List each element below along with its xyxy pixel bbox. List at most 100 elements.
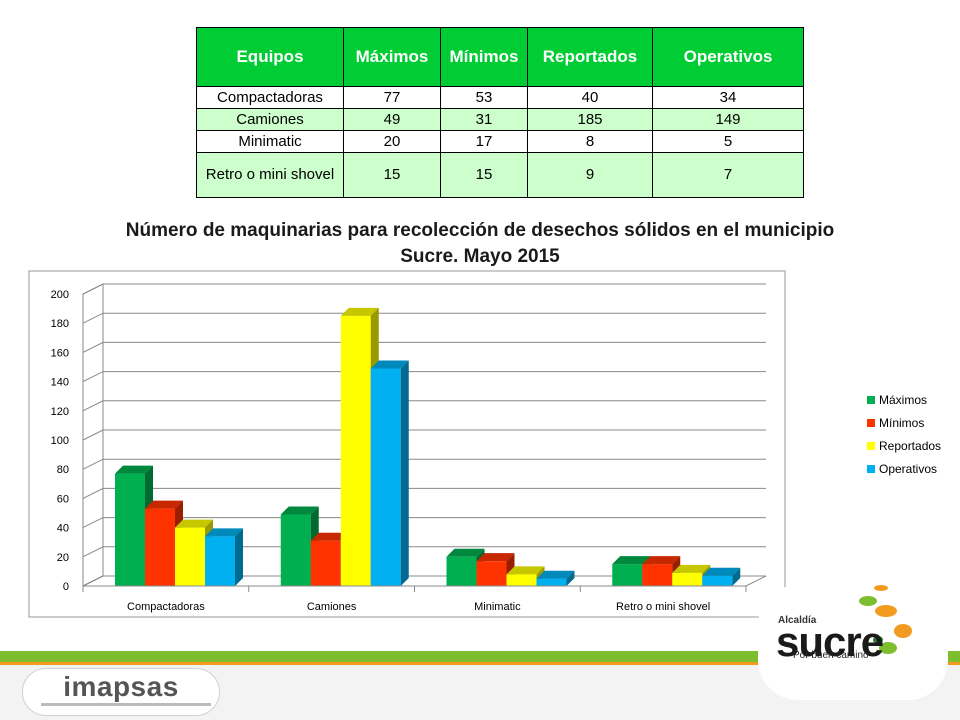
table-row: Compactadoras 77 53 40 34 — [196, 86, 804, 109]
table-header-row: Equipos Máximos Mínimos Reportados Opera… — [196, 27, 804, 87]
table-cell: 77 — [343, 86, 441, 109]
table-cell: Compactadoras — [196, 86, 344, 109]
legend-label: Máximos — [879, 392, 928, 407]
bar-top — [280, 506, 319, 515]
bar-top — [702, 567, 741, 576]
bar-top — [175, 519, 213, 528]
legend-swatch — [867, 464, 875, 473]
bar-front — [280, 514, 311, 586]
gridline — [82, 312, 766, 324]
x-tick-label: Compactadoras — [127, 601, 205, 613]
bar — [370, 360, 409, 586]
bar-front — [370, 368, 401, 586]
y-tick-label: 180 — [51, 318, 69, 330]
imapsas-logo-subline — [41, 703, 211, 706]
table-cell: 185 — [527, 108, 653, 131]
imapsas-logo-text: imapsas — [63, 671, 179, 702]
bar-front — [476, 561, 507, 586]
table-cell: 8 — [527, 130, 653, 153]
sucre-logo-badge — [758, 585, 948, 700]
bar-front — [446, 556, 477, 586]
gridline — [82, 458, 766, 470]
bar-top — [672, 564, 711, 573]
footer-green-stripe — [0, 651, 960, 662]
sucre-logo-wordmark: sucre — [776, 618, 884, 665]
gridline — [82, 487, 766, 499]
legend-label: Reportados — [879, 438, 942, 453]
bar-top — [340, 307, 379, 316]
sucre-logo-alcaldia: Alcaldía — [778, 615, 817, 626]
data-table: Equipos Máximos Mínimos Reportados Opera… — [196, 27, 804, 198]
gridline — [82, 371, 766, 383]
sucre-logo-tagline: Por buen camino — [793, 650, 869, 661]
bar-side — [732, 567, 741, 586]
header-equipos: Equipos — [196, 27, 344, 87]
imapsas-logo: imapsas — [22, 668, 220, 716]
y-tick-label: 160 — [51, 347, 69, 359]
chart-title: Número de maquinarias para recolección d… — [125, 220, 835, 267]
table-cell: 20 — [343, 130, 441, 153]
bar-side — [235, 528, 243, 586]
bar-top — [205, 528, 243, 537]
table-row: Minimatic 20 17 8 5 — [196, 130, 804, 153]
table-cell: Minimatic — [196, 130, 344, 153]
footer-orange-stripe — [0, 662, 960, 665]
bar — [205, 528, 243, 586]
table-cell: Retro o mini shovel — [196, 152, 344, 198]
table-cell: 31 — [440, 108, 528, 131]
legend-item: Mínimos — [867, 411, 941, 434]
bar-front — [115, 473, 145, 586]
bar-side — [566, 570, 575, 586]
table-row: Retro o mini shovel 15 15 9 7 — [196, 152, 804, 198]
x-tick-label: Minimatic — [474, 601, 521, 613]
bar-side — [400, 360, 409, 586]
bar-top — [310, 532, 349, 541]
x-tick-label: Camiones — [307, 601, 357, 613]
legend-item: Operativos — [867, 457, 941, 480]
bar-top — [642, 556, 681, 565]
y-tick-label: 20 — [57, 552, 69, 564]
gridline — [82, 400, 766, 412]
legend-item: Reportados — [867, 434, 941, 457]
bar-chart: 0 20 40 60 80 100 120 140 160 180 200 Compactadoras… — [28, 270, 786, 618]
table-cell: 53 — [440, 86, 528, 109]
bar-front — [672, 572, 703, 586]
bar-front — [612, 564, 643, 586]
grid — [82, 283, 767, 587]
bar-front — [340, 315, 371, 586]
header-minimos: Mínimos — [440, 27, 528, 87]
y-tick-label: 60 — [57, 493, 69, 505]
table-cell: 17 — [440, 130, 528, 153]
legend-swatch — [867, 395, 875, 404]
bar-top — [536, 570, 575, 579]
bar-top — [115, 465, 153, 474]
bar-top — [476, 553, 515, 562]
bar — [536, 570, 575, 586]
y-tick-label: 80 — [57, 464, 69, 476]
bar-front — [205, 536, 235, 586]
bar-front — [702, 575, 733, 586]
table-cell: 15 — [440, 152, 528, 198]
gridline — [82, 283, 766, 295]
y-tick-label: 140 — [51, 377, 69, 389]
bar-top — [446, 548, 485, 557]
table-cell: Camiones — [196, 108, 344, 131]
table-cell: 49 — [343, 108, 441, 131]
gridline — [82, 517, 766, 529]
bar-front — [536, 578, 567, 586]
bars — [115, 307, 741, 586]
bar-top — [145, 500, 183, 509]
bar-top — [506, 566, 545, 575]
gridline — [82, 429, 766, 441]
legend: Máximos Mínimos Reportados Operativos — [867, 388, 941, 480]
header-maximos: Máximos — [343, 27, 441, 87]
legend-item: Máximos — [867, 388, 941, 411]
y-tick-label: 100 — [51, 435, 69, 447]
gridline — [82, 341, 766, 353]
bar-front — [506, 574, 537, 586]
y-tick-label: 200 — [51, 289, 69, 301]
legend-swatch — [867, 441, 875, 450]
bar-front — [145, 508, 175, 586]
table-cell: 7 — [652, 152, 804, 198]
legend-swatch — [867, 418, 875, 427]
